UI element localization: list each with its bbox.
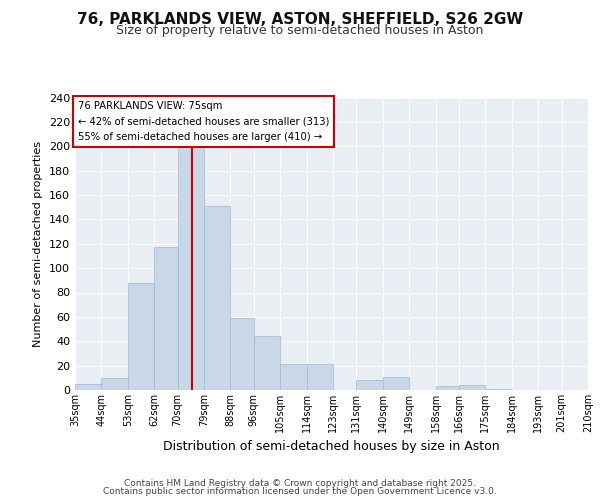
Bar xyxy=(280,364,307,390)
Bar xyxy=(356,380,383,390)
Bar xyxy=(178,145,204,390)
Bar xyxy=(436,386,459,390)
Bar xyxy=(459,385,485,390)
Bar xyxy=(101,378,128,390)
Text: Contains HM Land Registry data © Crown copyright and database right 2025.: Contains HM Land Registry data © Crown c… xyxy=(124,478,476,488)
X-axis label: Distribution of semi-detached houses by size in Aston: Distribution of semi-detached houses by … xyxy=(163,440,500,454)
Y-axis label: Number of semi-detached properties: Number of semi-detached properties xyxy=(34,141,43,347)
Bar xyxy=(230,318,254,390)
Bar xyxy=(75,384,101,390)
Text: 76 PARKLANDS VIEW: 75sqm
← 42% of semi-detached houses are smaller (313)
55% of : 76 PARKLANDS VIEW: 75sqm ← 42% of semi-d… xyxy=(78,101,329,141)
Bar xyxy=(154,248,178,390)
Text: Contains public sector information licensed under the Open Government Licence v3: Contains public sector information licen… xyxy=(103,487,497,496)
Text: Size of property relative to semi-detached houses in Aston: Size of property relative to semi-detach… xyxy=(116,24,484,37)
Bar xyxy=(254,336,280,390)
Bar xyxy=(307,364,333,390)
Bar xyxy=(383,376,409,390)
Bar xyxy=(128,283,154,390)
Text: 76, PARKLANDS VIEW, ASTON, SHEFFIELD, S26 2GW: 76, PARKLANDS VIEW, ASTON, SHEFFIELD, S2… xyxy=(77,12,523,28)
Bar xyxy=(485,389,512,390)
Bar xyxy=(204,206,230,390)
